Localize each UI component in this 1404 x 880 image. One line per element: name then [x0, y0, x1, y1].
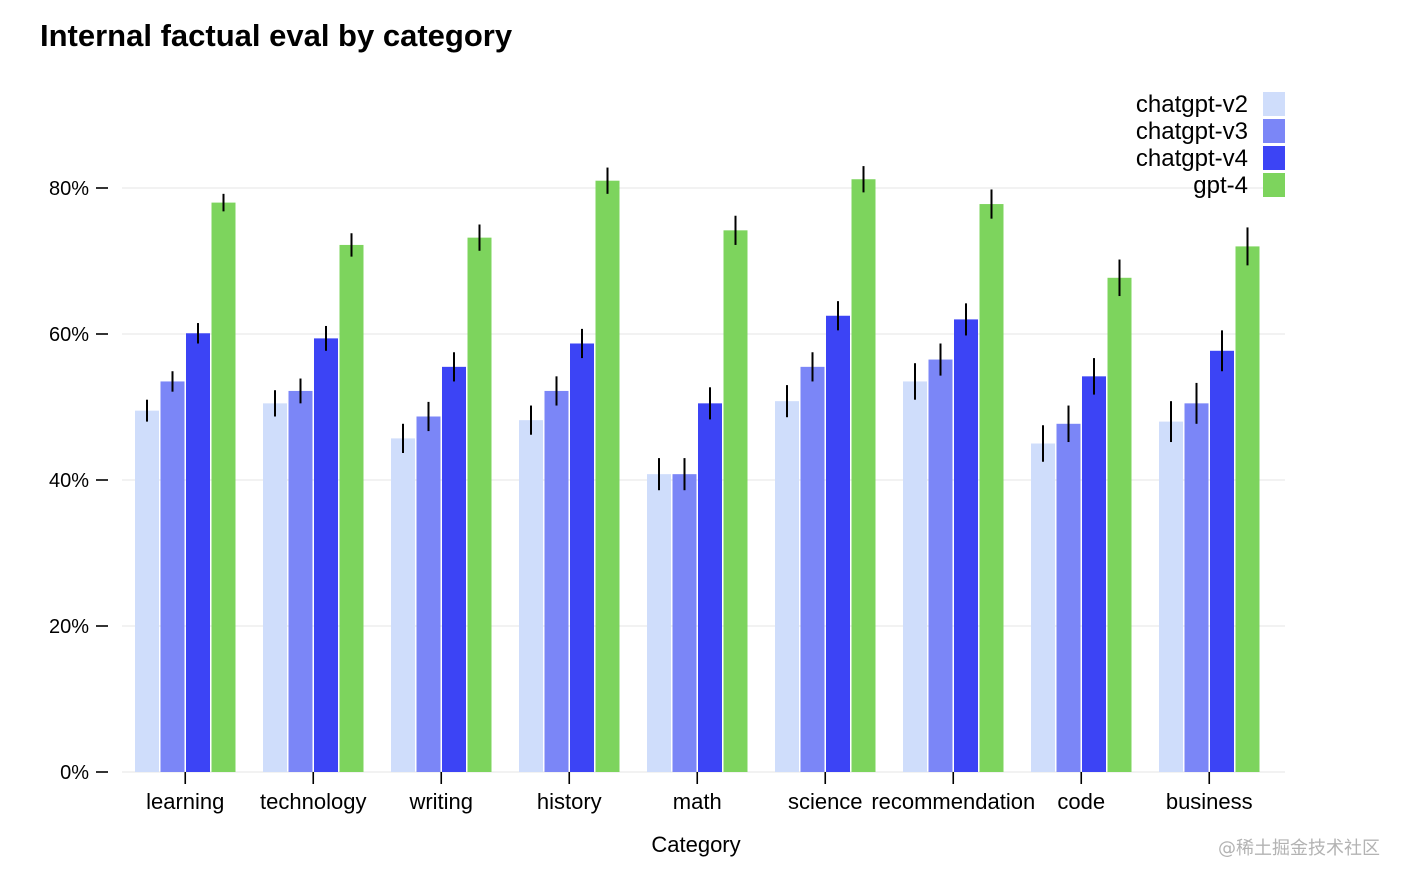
bar-gpt-4-science [851, 179, 876, 773]
bars [135, 166, 1260, 773]
bar-chatgpt-v4-code [1082, 376, 1106, 772]
bar-chatgpt-v2-technology [263, 403, 287, 772]
x-axis-label: Category [651, 832, 740, 857]
bar-gpt-4-technology [339, 244, 364, 772]
y-tick-label: 20% [49, 616, 89, 638]
bar-chatgpt-v2-code [1031, 443, 1055, 772]
legend-swatch-gpt-4 [1263, 173, 1285, 197]
x-tick-label-writing: writing [408, 789, 473, 814]
y-tick-label: 80% [49, 178, 89, 200]
bar-chatgpt-v3-recommendation [928, 359, 953, 772]
bar-chatgpt-v4-math [698, 403, 722, 772]
bar-chatgpt-v2-math [647, 474, 671, 772]
bar-chatgpt-v4-technology [314, 338, 338, 772]
bar-chatgpt-v4-learning [186, 333, 210, 772]
bar-chatgpt-v4-science [826, 315, 850, 772]
bar-chatgpt-v2-recommendation [903, 381, 927, 772]
legend-swatch-chatgpt-v3 [1263, 119, 1285, 143]
bar-chatgpt-v4-writing [442, 366, 466, 772]
bar-gpt-4-code [1107, 277, 1132, 772]
x-tick-label-learning: learning [146, 789, 224, 814]
y-tick-label: 40% [49, 470, 89, 492]
bar-gpt-4-recommendation [979, 204, 1004, 772]
legend-label-gpt-4: gpt-4 [1193, 172, 1248, 199]
legend-label-chatgpt-v3: chatgpt-v3 [1136, 118, 1248, 145]
bar-chatgpt-v3-math [672, 474, 697, 772]
bar-chatgpt-v3-learning [160, 381, 185, 772]
x-tick-label-business: business [1166, 789, 1253, 814]
y-tick-label: 0% [60, 762, 89, 784]
x-tick-label-math: math [673, 789, 722, 814]
bar-chatgpt-v2-writing [391, 438, 415, 772]
bar-chatgpt-v4-history [570, 343, 594, 772]
bar-gpt-4-history [595, 180, 620, 772]
y-tick-label: 60% [49, 324, 89, 346]
bar-chatgpt-v2-history [519, 420, 543, 772]
legend-label-chatgpt-v4: chatgpt-v4 [1136, 145, 1248, 172]
bar-gpt-4-business [1235, 246, 1260, 772]
axes: 0% 20% 40% 60% 80% learning technology writing h… [49, 178, 1253, 814]
bar-chatgpt-v3-code [1056, 423, 1081, 772]
bar-chatgpt-v3-technology [288, 390, 313, 772]
x-tick-label-history: history [537, 789, 602, 814]
bar-gpt-4-writing [467, 237, 492, 772]
bar-chatgpt-v4-recommendation [954, 319, 978, 772]
chart-title: Internal factual eval by category [40, 18, 513, 53]
x-tick-label-recommendation: recommendation [871, 789, 1035, 814]
x-tick-label-science: science [788, 789, 863, 814]
bar-chatgpt-v2-business [1159, 421, 1183, 772]
x-tick-label-technology: technology [260, 789, 366, 814]
bar-chatgpt-v3-writing [416, 416, 441, 772]
watermark: @稀土掘金技术社区 [1218, 838, 1380, 859]
x-tick-label-code: code [1057, 789, 1105, 814]
legend-swatch-chatgpt-v2 [1263, 92, 1285, 116]
bar-chatgpt-v2-science [775, 401, 799, 772]
legend-label-chatgpt-v2: chatgpt-v2 [1136, 91, 1248, 118]
bar-chatgpt-v3-business [1184, 403, 1209, 772]
bar-gpt-4-learning [211, 202, 236, 773]
bar-chatgpt-v4-business [1210, 350, 1234, 772]
bar-chatgpt-v3-science [800, 366, 825, 772]
bar-chatgpt-v2-learning [135, 410, 159, 772]
bar-chatgpt-v3-history [544, 390, 569, 772]
legend-swatch-chatgpt-v4 [1263, 146, 1285, 170]
bar-gpt-4-math [723, 230, 748, 773]
